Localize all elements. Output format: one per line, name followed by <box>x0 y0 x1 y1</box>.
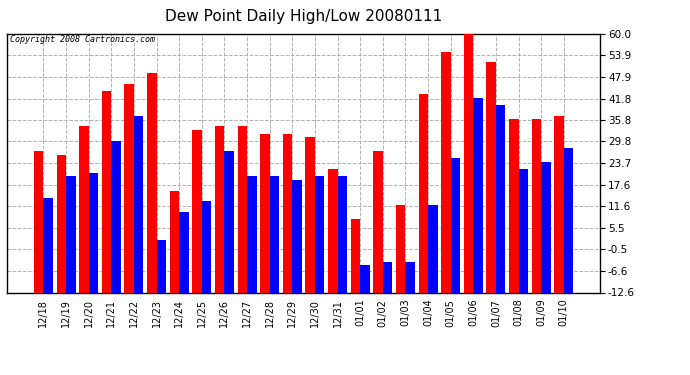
Bar <box>134 116 144 292</box>
Bar <box>532 119 541 292</box>
Bar <box>509 119 519 292</box>
Bar <box>157 240 166 292</box>
Bar <box>201 201 211 292</box>
Bar <box>101 91 111 292</box>
Bar <box>260 134 270 292</box>
Bar <box>43 198 53 292</box>
Bar <box>247 176 257 292</box>
Bar <box>396 205 406 292</box>
Bar <box>34 152 43 292</box>
Bar <box>179 212 188 292</box>
Bar <box>315 176 324 292</box>
Bar <box>293 180 302 292</box>
Bar <box>306 137 315 292</box>
Bar <box>337 176 347 292</box>
Bar <box>147 73 157 292</box>
Bar <box>464 30 473 292</box>
Bar <box>486 62 496 292</box>
Bar <box>124 84 134 292</box>
Bar <box>441 52 451 292</box>
Bar <box>373 152 383 292</box>
Bar <box>57 155 66 292</box>
Bar <box>541 162 551 292</box>
Bar <box>473 98 483 292</box>
Bar <box>283 134 293 292</box>
Bar <box>224 152 234 292</box>
Bar <box>383 262 393 292</box>
Bar <box>564 148 573 292</box>
Bar <box>270 176 279 292</box>
Bar <box>193 130 201 292</box>
Bar <box>215 126 224 292</box>
Bar <box>419 94 428 292</box>
Bar <box>79 126 88 292</box>
Bar <box>554 116 564 292</box>
Bar <box>66 176 75 292</box>
Bar <box>496 105 506 292</box>
Bar <box>88 173 98 292</box>
Bar <box>328 169 337 292</box>
Bar <box>111 141 121 292</box>
Bar <box>428 205 437 292</box>
Bar <box>170 190 179 292</box>
Bar <box>451 159 460 292</box>
Text: Copyright 2008 Cartronics.com: Copyright 2008 Cartronics.com <box>10 35 155 44</box>
Bar <box>519 169 528 292</box>
Bar <box>237 126 247 292</box>
Bar <box>406 262 415 292</box>
Text: Dew Point Daily High/Low 20080111: Dew Point Daily High/Low 20080111 <box>165 9 442 24</box>
Bar <box>351 219 360 292</box>
Bar <box>360 266 370 292</box>
